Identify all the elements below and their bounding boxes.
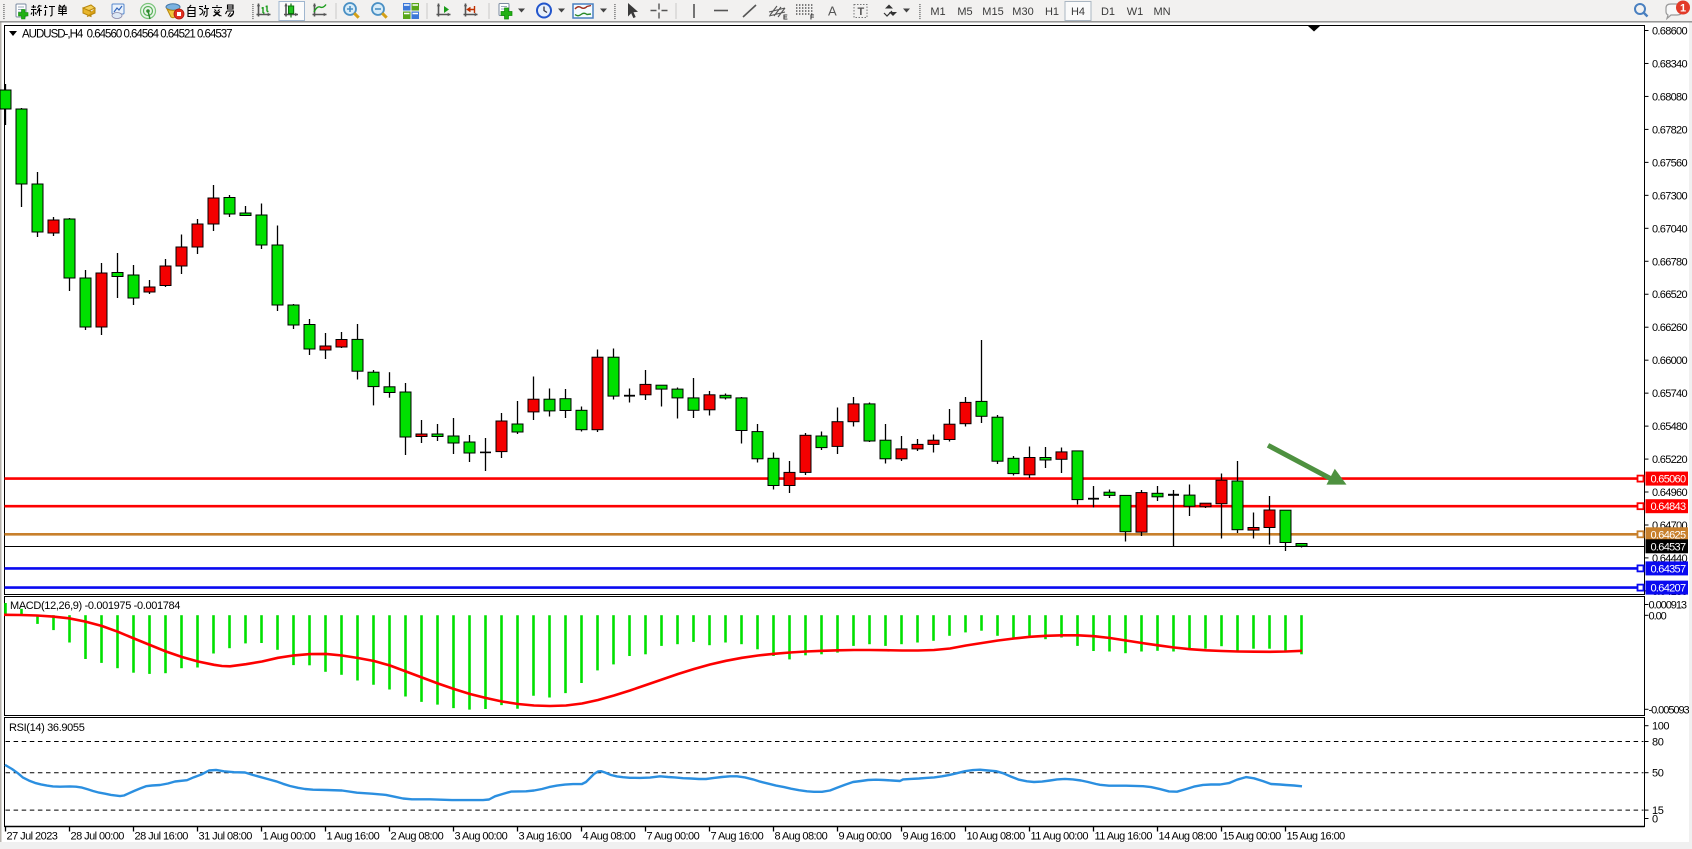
svg-text:H4: H4 xyxy=(1071,6,1085,18)
svg-text:7 Aug 00:00: 7 Aug 00:00 xyxy=(647,831,700,843)
svg-text:0.67820: 0.67820 xyxy=(1652,124,1687,136)
svg-text:0.68600: 0.68600 xyxy=(1652,26,1687,38)
svg-text:F: F xyxy=(810,15,815,22)
svg-text:1 Aug 00:00: 1 Aug 00:00 xyxy=(263,831,316,843)
svg-text:8 Aug 08:00: 8 Aug 08:00 xyxy=(775,831,828,843)
svg-text:T: T xyxy=(858,6,865,18)
svg-text:0.67560: 0.67560 xyxy=(1652,157,1687,169)
svg-text:2 Aug 08:00: 2 Aug 08:00 xyxy=(391,831,444,843)
svg-text:14 Aug 08:00: 14 Aug 08:00 xyxy=(1159,831,1218,843)
svg-text:0.65060: 0.65060 xyxy=(1651,474,1686,486)
svg-text:-0.005093: -0.005093 xyxy=(1649,704,1690,716)
svg-text:0.64625: 0.64625 xyxy=(1651,529,1686,541)
svg-text:0.66520: 0.66520 xyxy=(1652,289,1687,301)
svg-text:0.64537: 0.64537 xyxy=(1651,541,1686,553)
svg-text:MACD(12,26,9) -0.001975 -0.001: MACD(12,26,9) -0.001975 -0.001784 xyxy=(10,600,180,612)
svg-text:M30: M30 xyxy=(1012,6,1033,18)
svg-text:0.68340: 0.68340 xyxy=(1652,58,1687,70)
svg-text:28 Jul 16:00: 28 Jul 16:00 xyxy=(135,831,189,843)
svg-text:15: 15 xyxy=(1652,805,1664,817)
svg-text:10 Aug 08:00: 10 Aug 08:00 xyxy=(967,831,1026,843)
svg-text:3 Aug 16:00: 3 Aug 16:00 xyxy=(519,831,572,843)
svg-text:0.64843: 0.64843 xyxy=(1651,501,1686,513)
svg-text:H1: H1 xyxy=(1045,6,1059,18)
svg-text:0.64960: 0.64960 xyxy=(1652,487,1687,499)
svg-text:3 Aug 00:00: 3 Aug 00:00 xyxy=(455,831,508,843)
svg-text:W1: W1 xyxy=(1127,6,1144,18)
svg-text:MN: MN xyxy=(1153,6,1170,18)
svg-text:80: 80 xyxy=(1652,737,1664,749)
svg-text:4 Aug 08:00: 4 Aug 08:00 xyxy=(583,831,636,843)
svg-text:M1: M1 xyxy=(930,6,945,18)
svg-text:15 Aug 00:00: 15 Aug 00:00 xyxy=(1223,831,1282,843)
svg-text:0.64207: 0.64207 xyxy=(1651,583,1686,595)
svg-text:28 Jul 00:00: 28 Jul 00:00 xyxy=(71,831,125,843)
svg-text:0.67300: 0.67300 xyxy=(1652,190,1687,202)
svg-text:M5: M5 xyxy=(957,6,972,18)
svg-text:100: 100 xyxy=(1652,721,1669,733)
svg-text:7 Aug 16:00: 7 Aug 16:00 xyxy=(711,831,764,843)
svg-text:27 Jul 2023: 27 Jul 2023 xyxy=(7,831,58,843)
svg-text:0.00: 0.00 xyxy=(1649,610,1667,622)
svg-text:RSI(14) 36.9055: RSI(14) 36.9055 xyxy=(9,722,85,734)
svg-text:1: 1 xyxy=(1680,3,1686,15)
svg-text:0.000913: 0.000913 xyxy=(1649,600,1687,612)
svg-text:0: 0 xyxy=(1652,814,1658,826)
svg-text:15 Aug 16:00: 15 Aug 16:00 xyxy=(1287,831,1346,843)
svg-text:0.66260: 0.66260 xyxy=(1652,322,1687,334)
svg-text:AUDUSD-,H4 0.64560 0.64564 0.: AUDUSD-,H4 0.64560 0.64564 0.64521 0.645… xyxy=(22,29,232,41)
svg-text:11 Aug 16:00: 11 Aug 16:00 xyxy=(1095,831,1153,843)
svg-text:D1: D1 xyxy=(1101,6,1115,18)
svg-text:0.67040: 0.67040 xyxy=(1652,223,1687,235)
svg-text:1 Aug 16:00: 1 Aug 16:00 xyxy=(327,831,380,843)
svg-text:0.65740: 0.65740 xyxy=(1652,388,1687,400)
svg-text:0.66780: 0.66780 xyxy=(1652,256,1687,268)
svg-text:0.65480: 0.65480 xyxy=(1652,421,1687,433)
svg-text:E: E xyxy=(783,15,788,22)
svg-text:0.68080: 0.68080 xyxy=(1652,91,1687,103)
svg-text:9 Aug 16:00: 9 Aug 16:00 xyxy=(903,831,956,843)
svg-text:A: A xyxy=(828,4,837,19)
svg-text:M15: M15 xyxy=(982,6,1003,18)
svg-text:50: 50 xyxy=(1652,768,1664,780)
svg-text:0.66000: 0.66000 xyxy=(1652,355,1687,367)
svg-text:9 Aug 00:00: 9 Aug 00:00 xyxy=(839,831,892,843)
svg-text:31 Jul 08:00: 31 Jul 08:00 xyxy=(199,831,253,843)
svg-text:11 Aug 00:00: 11 Aug 00:00 xyxy=(1031,831,1089,843)
svg-text:0.65220: 0.65220 xyxy=(1652,454,1687,466)
svg-text:0.64357: 0.64357 xyxy=(1651,563,1686,575)
